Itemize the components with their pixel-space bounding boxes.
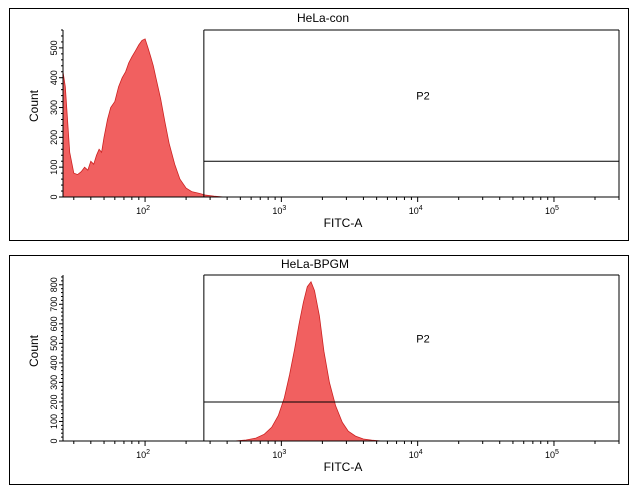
y-tick-label: 200 [49, 130, 59, 145]
y-tick-label: 500 [49, 336, 59, 351]
y-tick-label: 400 [49, 70, 59, 85]
x-tick-label: 103 [272, 205, 286, 216]
x-tick-label: 102 [136, 205, 150, 216]
y-tick-label: 0 [49, 194, 59, 199]
y-tick-label: 600 [49, 316, 59, 331]
y-axis-label: Count [27, 89, 41, 122]
x-axis-label: FITC-A [324, 216, 363, 230]
x-tick-label: 104 [409, 449, 423, 460]
y-tick-label: 400 [49, 355, 59, 370]
histogram-panel-top: HeLa-con Count FITC-A P2 102 103 104 105 0 100… [9, 8, 629, 241]
chart-title: HeLa-BPGM [281, 257, 349, 271]
histogram-chart-bottom: HeLa-BPGM Count FITC-A P2 102 103 104 105 0 10… [27, 257, 620, 474]
histogram-area [62, 38, 225, 198]
y-tick-label: 300 [49, 100, 59, 115]
histogram-panel-bottom: HeLa-BPGM Count FITC-A P2 102 103 104 105 0 10… [9, 255, 629, 485]
x-tick-label: 104 [409, 205, 423, 216]
x-tick-label: 105 [545, 449, 559, 460]
y-tick-label: 700 [49, 297, 59, 312]
y-tick-label: 100 [49, 160, 59, 175]
x-tick-label: 102 [136, 449, 150, 460]
x-tick-label: 103 [272, 449, 286, 460]
y-tick-label: 300 [49, 375, 59, 390]
histogram-chart-top: HeLa-con Count FITC-A P2 102 103 104 105 0 100… [27, 11, 620, 230]
gate-label: P2 [416, 91, 429, 103]
gate-label: P2 [416, 333, 429, 345]
x-tick-label: 105 [545, 205, 559, 216]
y-tick-label: 800 [49, 277, 59, 292]
y-tick-label: 200 [49, 394, 59, 409]
y-tick-label: 0 [49, 438, 59, 443]
x-axis-label: FITC-A [324, 460, 363, 474]
y-tick-label: 100 [49, 414, 59, 429]
chart-title: HeLa-con [297, 11, 349, 25]
y-axis-label: Count [27, 334, 41, 367]
y-tick-label: 500 [49, 40, 59, 55]
histogram-area [234, 280, 383, 442]
